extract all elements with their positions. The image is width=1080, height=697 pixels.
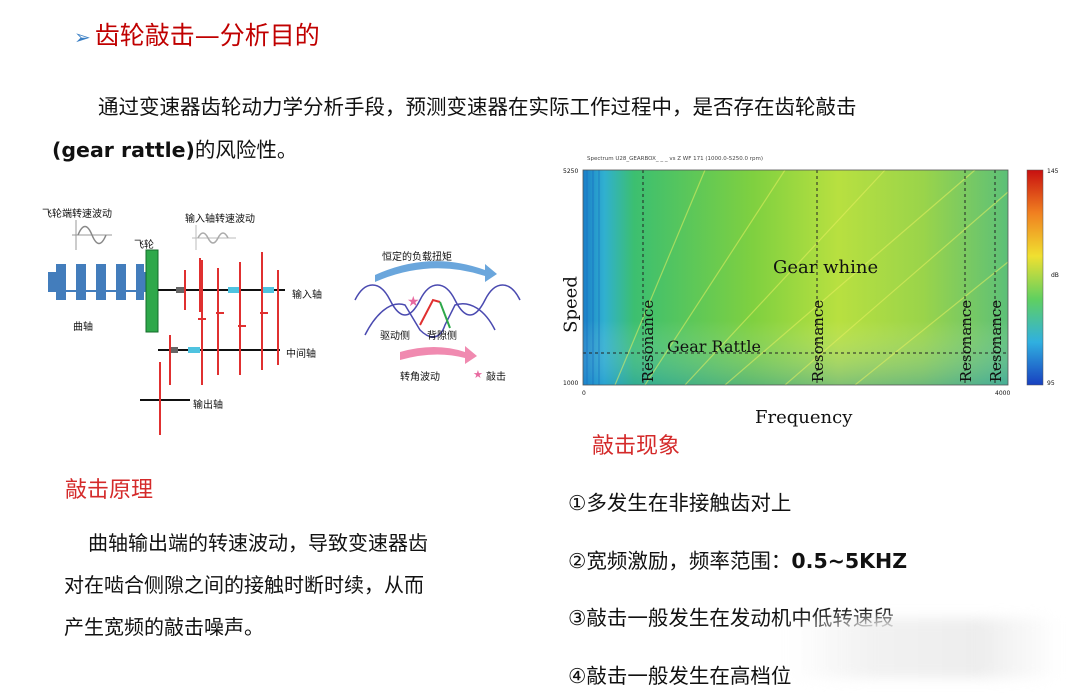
crankshaft-shape (48, 264, 150, 300)
spectrogram-svg (582, 169, 1044, 386)
page-title-text: 齿轮敲击—分析目的 (94, 21, 320, 50)
gearbox-diagram (48, 220, 285, 435)
principle-line-2: 对在啮合侧隙之间的接触时断时续，从而 (64, 573, 424, 597)
star-icon: ★ (407, 294, 420, 310)
label-rattle: 敲击 (486, 372, 506, 383)
phenomenon-item-2: ②宽频激励，频率范围：0.5~5KHZ (568, 544, 907, 574)
label-middle-shaft: 中间轴 (286, 349, 316, 360)
label-back-side: 背隙侧 (427, 331, 457, 342)
gear-whine-label: Gear whine (773, 257, 879, 278)
page-title: ➢ 齿轮敲击—分析目的 (74, 16, 320, 52)
torque-arrow-icon (375, 261, 497, 282)
label-input-shaft: 输入轴 (292, 290, 322, 301)
phenomena-heading: 敲击现象 (592, 434, 681, 459)
intro-line-2-text: 的风险性。 (194, 138, 298, 162)
principle-line-1: 曲轴输出端的转速波动，导致变速器齿 (88, 531, 428, 555)
label-flywheel-fluct: 飞轮端转速波动 (42, 209, 112, 220)
intro-line-1: 通过变速器齿轮动力学分析手段，预测变速器在实际工作过程中，是否存在齿轮敲击 (98, 95, 857, 119)
frequency-range-value: 0.5~5KHZ (791, 549, 908, 573)
resonance-label-2: Resonance (809, 299, 827, 383)
phenomenon-item-1: ①多发生在非接触齿对上 (568, 491, 792, 515)
resonance-label-1: Resonance (639, 299, 657, 383)
intro-gear-rattle: (gear rattle) (52, 138, 195, 162)
label-angular-fluct: 转角波动 (400, 372, 440, 383)
bullet-arrow-icon: ➢ (74, 25, 91, 49)
input-wave-icon (192, 225, 236, 250)
phenomenon-item-4: ④敲击一般发生在高档位 (568, 664, 792, 688)
label-output-shaft: 输出轴 (193, 400, 223, 411)
color-scale-bar (1026, 169, 1044, 386)
freq-right-tick: 4000 (995, 390, 1011, 397)
phenomenon-item-2-text: ②宽频激励，频率范围： (568, 549, 792, 573)
gear-mesh-diagram: ★ ★ (354, 261, 521, 381)
label-drive-side: 驱动侧 (380, 331, 410, 342)
principle-heading: 敲击原理 (65, 478, 154, 503)
intro-line-2: (gear rattle)的风险性。 (52, 133, 297, 163)
spectrogram-header: Spectrum U28_GEARBOX_ _ _ vs Z WF 171 (1… (587, 156, 764, 162)
label-crankshaft: 曲轴 (73, 322, 93, 333)
star-small-icon: ★ (473, 368, 483, 381)
principle-paragraph: 曲轴输出端的转速波动，导致变速器齿 对在啮合侧隙之间的接触时断时续，从而 产生宽… (64, 522, 534, 648)
label-flywheel: 飞轮 (134, 240, 154, 251)
resonance-label-4: Resonance (987, 299, 1005, 383)
flywheel-wave-icon (72, 220, 112, 250)
resonance-label-3: Resonance (957, 299, 975, 383)
label-constant-torque: 恒定的负载扭矩 (382, 252, 452, 263)
speed-axis-label: Speed (560, 276, 582, 333)
label-input-fluct: 输入轴转速波动 (185, 214, 255, 225)
watermark-blur (790, 618, 1060, 678)
gear-rattle-label: Gear Rattle (667, 337, 761, 356)
scale-top-tick: 145 (1047, 168, 1059, 175)
principle-line-3: 产生宽频的敲击噪声。 (64, 615, 264, 639)
freq-left-tick: 0 (582, 390, 586, 397)
rotation-arrow-icon (400, 346, 477, 364)
scale-bottom-tick: 95 (1047, 380, 1055, 387)
scale-unit: dB (1051, 272, 1059, 279)
spectrogram-panel: Spectrum U28_GEARBOX_ _ _ vs Z WF 171 (1… (555, 152, 1075, 437)
frequency-axis-label: Frequency (755, 407, 853, 428)
speed-top-tick: 5250 (563, 168, 579, 175)
speed-bottom-tick: 1000 (563, 380, 579, 387)
flywheel-shape (145, 249, 159, 333)
